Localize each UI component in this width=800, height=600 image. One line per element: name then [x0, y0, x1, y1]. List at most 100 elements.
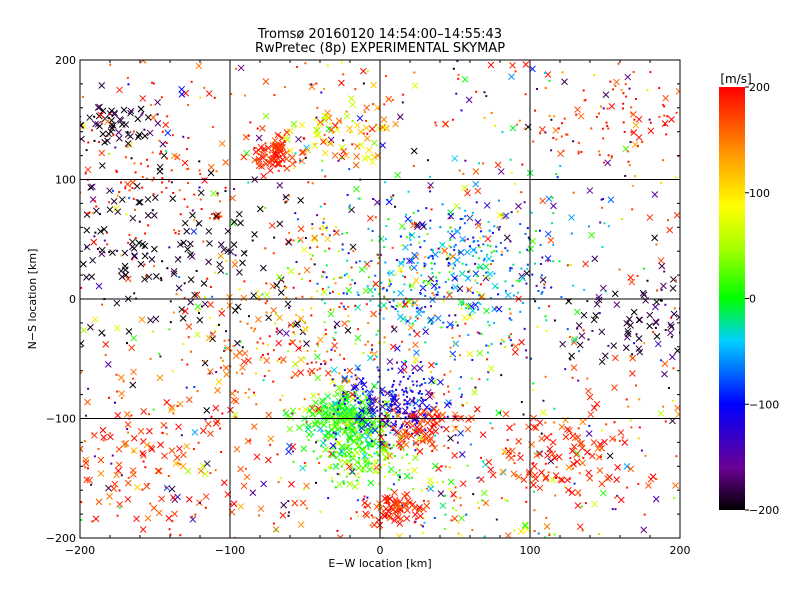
dot-marker: [323, 87, 326, 90]
dot-marker: [466, 276, 469, 279]
cross-marker: [550, 202, 557, 210]
cross-marker: [411, 454, 419, 461]
dot-marker: [450, 267, 453, 270]
dot-marker: [176, 404, 179, 407]
dot-marker: [607, 154, 610, 157]
dot-marker: [317, 344, 320, 347]
dot-marker: [354, 439, 357, 442]
dot-marker: [460, 403, 463, 406]
cross-marker: [646, 322, 653, 330]
cross-marker: [590, 316, 598, 324]
cross-marker: [630, 308, 638, 316]
cross-marker: [401, 300, 409, 308]
cross-marker: [96, 122, 103, 130]
cross-marker: [613, 476, 621, 483]
dot-marker: [416, 419, 419, 422]
cross-marker: [118, 390, 126, 397]
cross-marker: [51, 253, 57, 259]
dot-marker: [220, 450, 223, 453]
dot-marker: [376, 409, 379, 412]
dot-marker: [239, 340, 242, 343]
dot-marker: [292, 239, 295, 242]
dot-marker: [98, 141, 101, 144]
cross-marker: [197, 467, 205, 475]
cross-marker: [243, 149, 251, 157]
dot-marker: [141, 488, 144, 491]
dot-marker: [571, 467, 574, 470]
cross-marker: [102, 341, 110, 348]
dot-marker: [351, 452, 354, 455]
dot-marker: [169, 300, 172, 303]
y-tick-label: −100: [46, 413, 76, 426]
dot-marker: [569, 263, 572, 266]
cross-marker: [496, 211, 504, 219]
cross-marker: [311, 234, 319, 242]
dot-marker: [544, 131, 547, 134]
cross-marker: [201, 470, 209, 478]
dot-marker: [321, 233, 324, 236]
dot-marker: [464, 322, 467, 325]
dot-marker: [457, 289, 460, 292]
dot-marker: [322, 270, 325, 273]
dot-marker: [373, 358, 376, 361]
dot-marker: [624, 83, 627, 86]
dot-marker: [346, 259, 349, 262]
dot-marker: [599, 455, 602, 458]
cross-marker: [116, 86, 123, 94]
cross-marker: [647, 127, 655, 135]
cross-marker: [515, 202, 522, 210]
dot-marker: [384, 458, 387, 461]
dot-marker: [412, 372, 415, 375]
cross-marker: [495, 409, 503, 417]
cross-marker: [239, 364, 246, 371]
dot-marker: [386, 97, 389, 100]
dot-marker: [338, 353, 341, 356]
dot-marker: [537, 532, 540, 535]
dot-marker: [455, 277, 458, 280]
dot-marker: [333, 445, 336, 448]
dot-marker: [322, 416, 325, 419]
cross-marker: [297, 369, 305, 376]
dot-marker: [401, 101, 404, 104]
dot-marker: [410, 219, 413, 222]
dot-marker: [390, 398, 393, 401]
cross-marker: [194, 331, 201, 338]
dot-marker: [518, 452, 521, 455]
dot-marker: [317, 393, 320, 396]
dot-marker: [141, 186, 144, 189]
dot-marker: [492, 249, 495, 252]
cross-marker: [322, 409, 330, 417]
cross-marker: [362, 418, 369, 426]
dot-marker: [213, 96, 216, 99]
cross-marker: [464, 425, 472, 433]
dot-marker: [179, 213, 182, 216]
dot-marker: [486, 378, 489, 381]
dot-marker: [616, 494, 619, 497]
dot-marker: [272, 252, 275, 255]
dot-marker: [101, 303, 104, 306]
dot-marker: [311, 433, 314, 436]
cross-marker: [328, 126, 335, 134]
dot-marker: [490, 111, 493, 114]
dot-marker: [321, 298, 324, 301]
cross-marker: [104, 118, 111, 126]
cross-marker: [545, 195, 553, 203]
cross-marker: [187, 251, 194, 259]
cross-marker: [260, 172, 267, 180]
cross-marker: [611, 354, 619, 362]
dot-marker: [191, 209, 194, 212]
dot-marker: [467, 270, 470, 273]
dot-marker: [371, 348, 374, 351]
dot-marker: [374, 398, 377, 401]
cross-marker: [64, 115, 70, 121]
dot-marker: [555, 172, 558, 175]
cross-marker: [175, 423, 182, 431]
dot-marker: [288, 324, 291, 327]
dot-marker: [342, 292, 345, 295]
dot-marker: [326, 350, 329, 353]
dot-marker: [333, 435, 336, 438]
y-tick-label: 0: [69, 293, 76, 306]
dot-marker: [456, 60, 459, 63]
cross-marker: [214, 417, 221, 425]
dot-marker: [468, 245, 471, 248]
